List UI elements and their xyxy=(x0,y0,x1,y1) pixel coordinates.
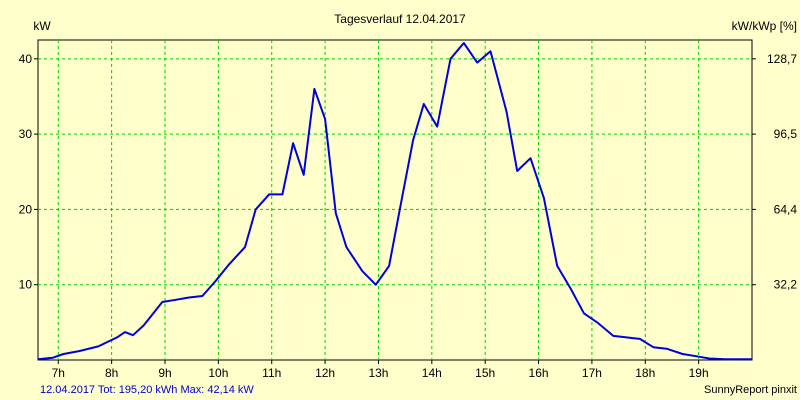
x-tick-label: 12h xyxy=(315,366,335,380)
x-tick-label: 15h xyxy=(475,366,495,380)
x-tick-label: 11h xyxy=(262,366,281,380)
y-tick-label: 20 xyxy=(19,202,33,216)
x-tick-label: 13h xyxy=(368,366,388,380)
y-right-tick-label: 32,2 xyxy=(774,278,798,292)
chart-title: Tagesverlauf 12.04.2017 xyxy=(334,12,466,26)
x-tick-label: 10h xyxy=(208,366,228,380)
x-tick-label: 7h xyxy=(52,366,65,380)
y-right-tick-label: 96,5 xyxy=(774,127,798,141)
y-axis-label-left: kW xyxy=(33,19,51,33)
grid-lines xyxy=(38,40,752,360)
y-axis-label-right: kW/kWp [%] xyxy=(732,19,797,33)
plot-area xyxy=(37,39,753,361)
footer-summary: 12.04.2017 Tot: 195,20 kWh Max: 42,14 kW xyxy=(40,384,254,396)
x-tick-label: 14h xyxy=(422,366,442,380)
x-tick-label: 17h xyxy=(582,366,602,380)
y-tick-label: 40 xyxy=(19,52,33,66)
x-tick-label: 9h xyxy=(158,366,171,380)
axis-ticks: 7h 8h 9h 10h 11h 12h 13h 14h 15h 16h 17h 18h 19h 10 20… xyxy=(19,52,798,380)
x-tick-label: 16h xyxy=(529,366,549,380)
x-tick-label: 8h xyxy=(105,366,118,380)
y-right-tick-label: 128,7 xyxy=(767,52,797,66)
x-tick-label: 19h xyxy=(689,366,709,380)
footer-credit: SunnyReport pinxit xyxy=(704,384,797,396)
series-line-kw xyxy=(37,42,752,361)
y-right-tick-label: 64,4 xyxy=(774,202,798,216)
y-tick-label: 10 xyxy=(19,278,33,292)
y-tick-label: 30 xyxy=(19,127,33,141)
x-tick-label: 18h xyxy=(635,366,655,380)
